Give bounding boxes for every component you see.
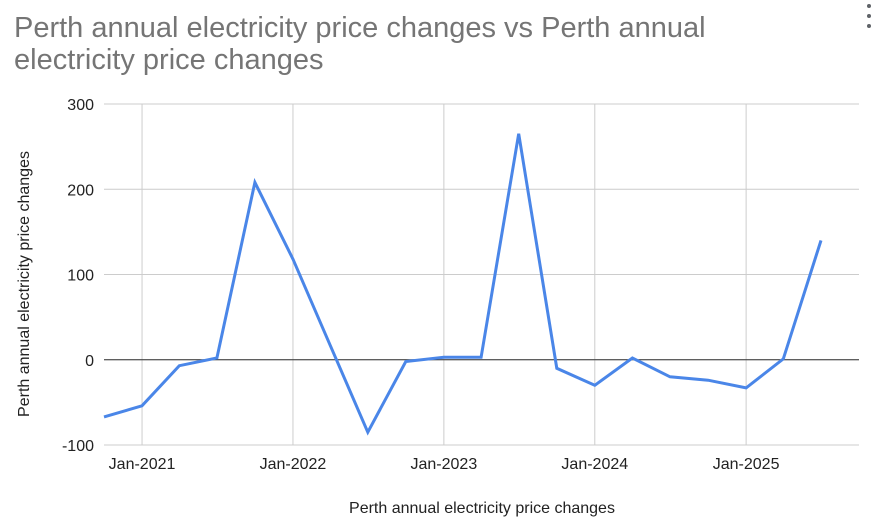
y-tick-label: 100	[67, 268, 94, 285]
x-tick-label: Jan-2022	[260, 456, 327, 473]
gridlines	[104, 103, 859, 446]
y-tick-label: 200	[67, 182, 94, 199]
chart-title: Perth annual electricity price changes v…	[14, 12, 706, 76]
series-group	[103, 133, 823, 436]
x-tick-label: Jan-2025	[713, 456, 780, 473]
x-tick-label: Jan-2024	[561, 456, 628, 473]
x-axis-ticks: Jan-2021 Jan-2022 Jan-2023 Jan-2024 Jan-2025	[109, 456, 780, 473]
x-axis-label: Perth annual electricity price changes	[349, 500, 615, 517]
menu-dot	[867, 14, 871, 18]
x-tick-label: Jan-2023	[411, 456, 478, 473]
y-tick-label: -100	[62, 438, 94, 455]
y-tick-label: 0	[85, 353, 94, 370]
x-tick-label: Jan-2021	[109, 456, 176, 473]
menu-dot	[867, 4, 871, 8]
y-axis-ticks: -100 0 100 200 300	[62, 97, 94, 455]
menu-dot	[867, 24, 871, 28]
y-axis-label: Perth annual electricity price changes	[16, 151, 33, 417]
more-vert-icon[interactable]	[862, 2, 876, 30]
y-tick-label: 300	[67, 97, 94, 114]
series-line	[103, 133, 823, 436]
